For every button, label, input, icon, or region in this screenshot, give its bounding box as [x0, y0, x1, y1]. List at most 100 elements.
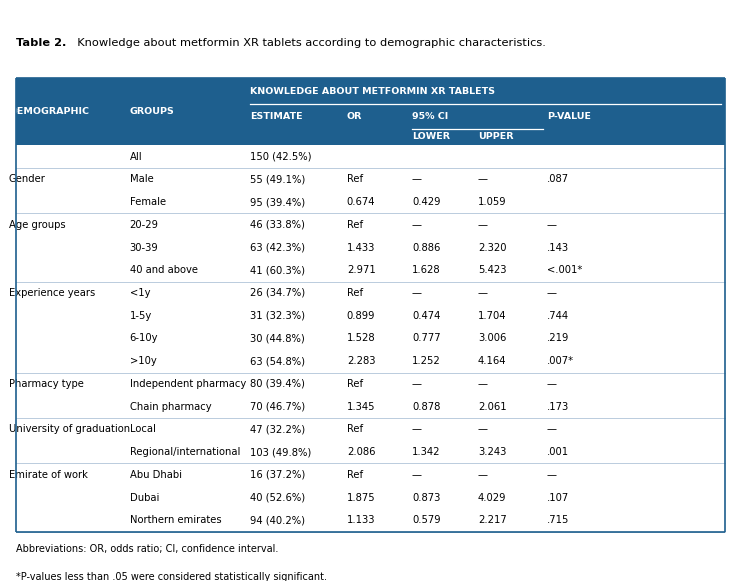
Text: —: — [547, 470, 556, 480]
Text: 47 (32.2%): 47 (32.2%) [250, 424, 305, 435]
Text: Ref: Ref [347, 174, 363, 184]
Text: 16 (37.2%): 16 (37.2%) [250, 470, 306, 480]
Text: *P-values less than .05 were considered statistically significant.: *P-values less than .05 were considered … [16, 572, 328, 581]
Text: —: — [412, 288, 422, 298]
Text: 26 (34.7%): 26 (34.7%) [250, 288, 305, 298]
Text: 2.283: 2.283 [347, 356, 375, 366]
Text: OR: OR [347, 112, 362, 121]
Text: 1.059: 1.059 [478, 197, 507, 207]
Text: 2.086: 2.086 [347, 447, 375, 457]
Text: 4.164: 4.164 [478, 356, 506, 366]
Text: —: — [478, 220, 488, 230]
Text: .219: .219 [547, 333, 569, 343]
Bar [16, 236, 725, 259]
Text: 46 (33.8%): 46 (33.8%) [250, 220, 305, 230]
Bar [16, 259, 725, 282]
Text: 40 and above: 40 and above [130, 266, 198, 275]
Bar [16, 327, 725, 350]
Bar [16, 168, 725, 191]
Text: 2.971: 2.971 [347, 266, 376, 275]
Text: 5.423: 5.423 [478, 266, 506, 275]
Text: —: — [478, 174, 488, 184]
Text: —: — [478, 424, 488, 435]
Text: 1.133: 1.133 [347, 515, 375, 525]
Text: All: All [130, 152, 142, 162]
Text: 0.873: 0.873 [412, 493, 440, 503]
Bar [16, 191, 725, 213]
Text: 0.674: 0.674 [347, 197, 375, 207]
Text: Abu Dhabi: Abu Dhabi [130, 470, 182, 480]
Text: 103 (49.8%): 103 (49.8%) [250, 447, 312, 457]
Text: 94 (40.2%): 94 (40.2%) [250, 515, 305, 525]
Text: Emirate of work: Emirate of work [9, 470, 87, 480]
Bar [16, 372, 725, 395]
Text: Table 2.: Table 2. [16, 38, 67, 48]
Text: —: — [547, 220, 556, 230]
Text: 0.579: 0.579 [412, 515, 441, 525]
Text: —: — [412, 424, 422, 435]
Text: 1.628: 1.628 [412, 266, 441, 275]
Text: Ref: Ref [347, 470, 363, 480]
Text: 4.029: 4.029 [478, 493, 506, 503]
Text: ESTIMATE: ESTIMATE [250, 112, 303, 121]
Text: LOWER: LOWER [412, 132, 450, 141]
Text: Pharmacy type: Pharmacy type [9, 379, 84, 389]
Text: .007*: .007* [547, 356, 574, 366]
Text: .715: .715 [547, 515, 569, 525]
Text: Male: Male [130, 174, 153, 184]
Text: University of graduation: University of graduation [9, 424, 130, 435]
Bar [16, 282, 725, 304]
Text: Chain pharmacy: Chain pharmacy [130, 401, 211, 411]
Text: 30 (44.8%): 30 (44.8%) [250, 333, 305, 343]
Text: 3.243: 3.243 [478, 447, 506, 457]
Bar [16, 418, 725, 441]
Text: 0.429: 0.429 [412, 197, 440, 207]
Text: Abbreviations: OR, odds ratio; CI, confidence interval.: Abbreviations: OR, odds ratio; CI, confi… [16, 544, 279, 554]
Text: —: — [478, 288, 488, 298]
Text: 40 (52.6%): 40 (52.6%) [250, 493, 305, 503]
Text: Knowledge about metformin XR tablets according to demographic characteristics.: Knowledge about metformin XR tablets acc… [70, 38, 545, 48]
Text: —: — [547, 379, 556, 389]
Text: 20-29: 20-29 [130, 220, 159, 230]
Text: GROUPS: GROUPS [130, 107, 174, 116]
Text: 2.061: 2.061 [478, 401, 507, 411]
Text: 1.875: 1.875 [347, 493, 376, 503]
Text: —: — [412, 470, 422, 480]
Text: 1.704: 1.704 [478, 311, 506, 321]
Text: 150 (42.5%): 150 (42.5%) [250, 152, 312, 162]
Bar [16, 350, 725, 372]
Bar [16, 304, 725, 327]
Text: —: — [412, 379, 422, 389]
Text: .107: .107 [547, 493, 569, 503]
Text: .087: .087 [547, 174, 569, 184]
Text: 31 (32.3%): 31 (32.3%) [250, 311, 305, 321]
Text: 1-5y: 1-5y [130, 311, 152, 321]
Text: >10y: >10y [130, 356, 156, 366]
Text: 70 (46.7%): 70 (46.7%) [250, 401, 305, 411]
Text: Local: Local [130, 424, 156, 435]
Bar [16, 486, 725, 509]
Text: 95% CI: 95% CI [412, 112, 448, 121]
Text: 2.217: 2.217 [478, 515, 507, 525]
Text: 63 (54.8%): 63 (54.8%) [250, 356, 305, 366]
Text: 2.320: 2.320 [478, 242, 506, 253]
Text: Gender: Gender [9, 174, 46, 184]
Text: —: — [412, 220, 422, 230]
Text: UPPER: UPPER [478, 132, 514, 141]
Text: 0.777: 0.777 [412, 333, 441, 343]
Text: Ref: Ref [347, 288, 363, 298]
Text: 0.886: 0.886 [412, 242, 440, 253]
Text: 6-10y: 6-10y [130, 333, 158, 343]
Text: 80 (39.4%): 80 (39.4%) [250, 379, 305, 389]
Text: 3.006: 3.006 [478, 333, 506, 343]
Text: 55 (49.1%): 55 (49.1%) [250, 174, 306, 184]
Bar [16, 395, 725, 418]
Text: —: — [547, 424, 556, 435]
Text: .001: .001 [547, 447, 569, 457]
Text: 0.899: 0.899 [347, 311, 375, 321]
Bar [16, 78, 725, 145]
Text: 1.252: 1.252 [412, 356, 441, 366]
Text: —: — [547, 288, 556, 298]
Text: .143: .143 [547, 242, 569, 253]
Text: <1y: <1y [130, 288, 150, 298]
